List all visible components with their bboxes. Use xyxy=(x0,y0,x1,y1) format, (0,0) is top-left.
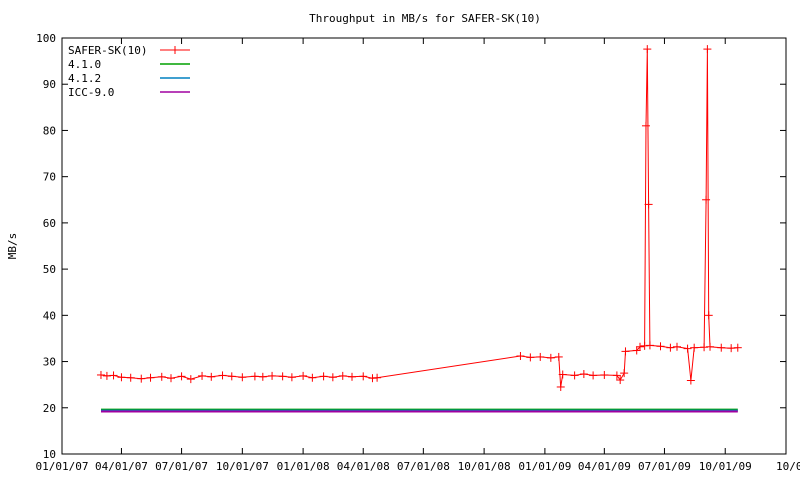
legend-label: 4.1.0 xyxy=(68,58,101,71)
data-point xyxy=(157,372,166,381)
data-point xyxy=(570,371,579,380)
x-tick-label: 04/01/09 xyxy=(578,460,631,473)
data-point xyxy=(706,342,715,351)
data-point xyxy=(198,371,207,380)
data-point xyxy=(702,195,711,204)
data-point xyxy=(373,373,382,382)
series-layer xyxy=(96,45,742,413)
data-point xyxy=(644,200,653,209)
data-point xyxy=(109,371,118,380)
data-point xyxy=(656,342,665,351)
x-tick-label: 10/01/07 xyxy=(216,460,269,473)
data-point xyxy=(526,353,535,362)
chart-title: Throughput in MB/s for SAFER-SK(10) xyxy=(309,12,541,25)
data-point xyxy=(666,343,675,352)
data-point xyxy=(632,346,641,355)
data-point xyxy=(620,369,629,378)
data-point xyxy=(579,370,588,379)
legend-label: SAFER-SK(10) xyxy=(68,44,147,57)
data-point xyxy=(636,342,645,351)
plot-frame xyxy=(61,37,787,455)
data-point xyxy=(319,372,328,381)
data-point xyxy=(96,370,105,379)
data-point xyxy=(645,341,654,350)
legend-label: 4.1.2 xyxy=(68,72,101,85)
x-tick-label: 01/01/08 xyxy=(277,460,330,473)
data-point xyxy=(278,372,287,381)
y-tick-label: 70 xyxy=(43,171,56,184)
data-point xyxy=(621,347,630,356)
data-point xyxy=(137,374,146,383)
x-tick-label: 07/01/07 xyxy=(155,460,208,473)
data-point xyxy=(612,371,621,380)
data-point xyxy=(250,372,259,381)
data-point xyxy=(258,372,267,381)
x-tick-label: 07/01/09 xyxy=(638,460,691,473)
x-tick-label-last: 10/01/0 xyxy=(776,460,800,473)
data-point xyxy=(299,371,308,380)
data-point xyxy=(227,372,236,381)
data-point xyxy=(338,371,347,380)
y-tick-label: 40 xyxy=(43,309,56,322)
data-point xyxy=(516,352,525,361)
data-point xyxy=(703,45,712,54)
data-point xyxy=(177,372,186,381)
data-point xyxy=(238,373,247,382)
data-point xyxy=(328,373,337,382)
data-point xyxy=(347,372,356,381)
data-point xyxy=(268,371,277,380)
y-tick-label: 90 xyxy=(43,78,56,91)
x-tick-label: 01/01/07 xyxy=(36,460,89,473)
x-tick-label: 10/01/09 xyxy=(699,460,752,473)
data-point xyxy=(717,343,726,352)
x-tick-label: 04/01/07 xyxy=(95,460,148,473)
data-point xyxy=(556,382,565,391)
data-point xyxy=(641,121,650,130)
data-point xyxy=(308,373,317,382)
data-point xyxy=(704,311,713,320)
data-point xyxy=(126,373,135,382)
y-tick-label: 80 xyxy=(43,124,56,137)
data-point xyxy=(146,373,155,382)
data-point xyxy=(218,371,227,380)
data-point xyxy=(359,372,368,381)
x-tick-label: 04/01/08 xyxy=(337,460,390,473)
data-point xyxy=(287,373,296,382)
data-point xyxy=(589,371,598,380)
data-point xyxy=(554,352,563,361)
data-point xyxy=(643,45,652,54)
data-point xyxy=(673,342,682,351)
y-tick-label: 10 xyxy=(43,448,56,461)
data-point xyxy=(546,353,555,362)
data-point xyxy=(558,370,567,379)
data-point xyxy=(600,370,609,379)
legend-label: ICC-9.0 xyxy=(68,86,114,99)
data-point xyxy=(690,343,699,352)
series-line-0 xyxy=(100,49,738,388)
data-point xyxy=(536,352,545,361)
y-tick-label: 100 xyxy=(36,32,56,45)
ticks-layer: 10 20 30 40 50 60 70 80 90 100 01/01/07 04/01/07 07/… xyxy=(36,32,800,473)
data-point xyxy=(166,374,175,383)
y-tick-label: 30 xyxy=(43,356,56,369)
data-point xyxy=(117,373,126,382)
data-point xyxy=(186,375,195,384)
data-point xyxy=(733,343,742,352)
data-point xyxy=(207,372,216,381)
y-tick-label: 20 xyxy=(43,402,56,415)
y-tick-label: 50 xyxy=(43,263,56,276)
x-tick-label: 07/01/08 xyxy=(397,460,450,473)
data-point xyxy=(686,376,695,385)
data-point xyxy=(616,376,625,385)
x-tick-label: 10/01/08 xyxy=(458,460,511,473)
data-point xyxy=(683,344,692,353)
y-tick-label: 60 xyxy=(43,217,56,230)
x-tick-label: 01/01/09 xyxy=(518,460,571,473)
y-axis-label: MB/s xyxy=(6,233,19,260)
